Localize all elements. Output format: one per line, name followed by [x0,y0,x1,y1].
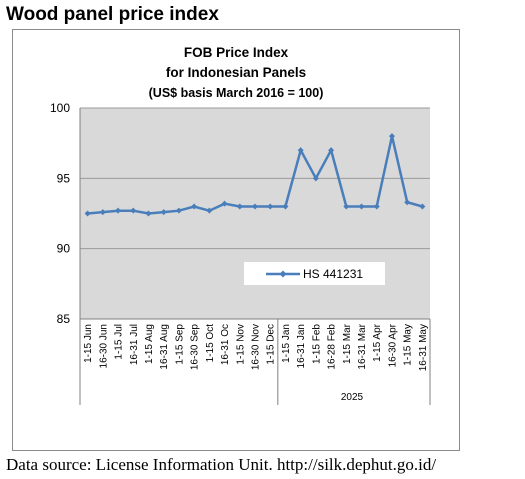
data-point [115,207,122,214]
x-group-label-2025: 2025 [341,392,364,403]
x-tick-label: 16-31 Jul [129,324,140,365]
x-tick-label: 1-15 Apr [372,323,383,361]
x-tick-label: 1-15 Nov [235,324,246,365]
x-tick-label: 1-15 Mar [342,323,353,364]
data-point [373,203,380,210]
x-tick-label: 16-31 Jan [296,324,307,368]
data-point [282,203,289,210]
data-point [388,133,395,140]
x-tick-label: 1-15 Oct [205,324,216,363]
data-point [160,209,167,216]
legend-box [244,262,385,285]
x-tick-label: 16-30 Jun [98,324,109,368]
data-point [267,203,274,210]
x-tick-label: 1-15 Dec [266,324,277,365]
data-point [404,199,411,206]
data-point [145,210,152,217]
y-tick-label-100: 100 [50,101,70,115]
x-tick-label: 16-30 Sep [190,324,201,371]
x-tick-label: 1-15 Jun [83,324,94,363]
x-tick-label: 1-15 May [403,324,414,366]
chart-subtitle: (US$ basis March 2016 = 100) [149,86,324,100]
data-source-note: Data source: License Information Unit. h… [6,455,437,474]
plot-area [80,108,430,319]
data-point [221,200,228,207]
legend-label-hs-441231: HS 441231 [303,267,363,281]
data-point [252,203,258,210]
data-point [419,203,426,210]
data-point [312,175,319,182]
data-point [84,210,91,217]
page-heading: Wood panel price index [6,4,219,25]
x-tick-label: 1-15 Sep [174,324,185,365]
y-tick-label-95: 95 [57,171,71,185]
data-point [236,203,243,210]
x-tick-label: 16-31 Aug [159,324,170,370]
legend: HS 441231 [244,262,385,285]
data-point [206,207,213,214]
data-point [358,203,365,210]
x-tick-label: 1-15 Jul [114,324,125,360]
x-tick-label: 1-15 Feb [311,324,322,364]
x-tick-label: 16-31 Oc [220,324,231,365]
data-point [191,203,198,210]
x-tick-label: 16-30 Nov [251,324,262,370]
price-index-chart: FOB Price Index for Indonesian Panels (U… [50,45,431,405]
chart-title-line-2: for Indonesian Panels [166,65,306,80]
data-point [343,203,350,210]
x-tick-label: 16-28 Feb [327,324,338,370]
data-point [297,147,304,154]
data-point [130,207,137,214]
x-tick-label: 16-30 Apr [387,323,398,367]
y-tick-label-85: 85 [57,312,71,326]
legend-swatch-marker [279,270,287,278]
data-point [328,147,335,154]
x-tick-label: 1-15 Aug [144,324,155,364]
y-tick-label-90: 90 [57,242,71,256]
data-point [99,209,106,216]
x-tick-label: 1-15 Jan [281,324,292,363]
data-point [175,207,182,214]
x-tick-label: 16-31 Mar [357,323,368,369]
x-tick-label: 16-31 May [418,324,429,371]
chart-title-line-1: FOB Price Index [184,45,289,60]
